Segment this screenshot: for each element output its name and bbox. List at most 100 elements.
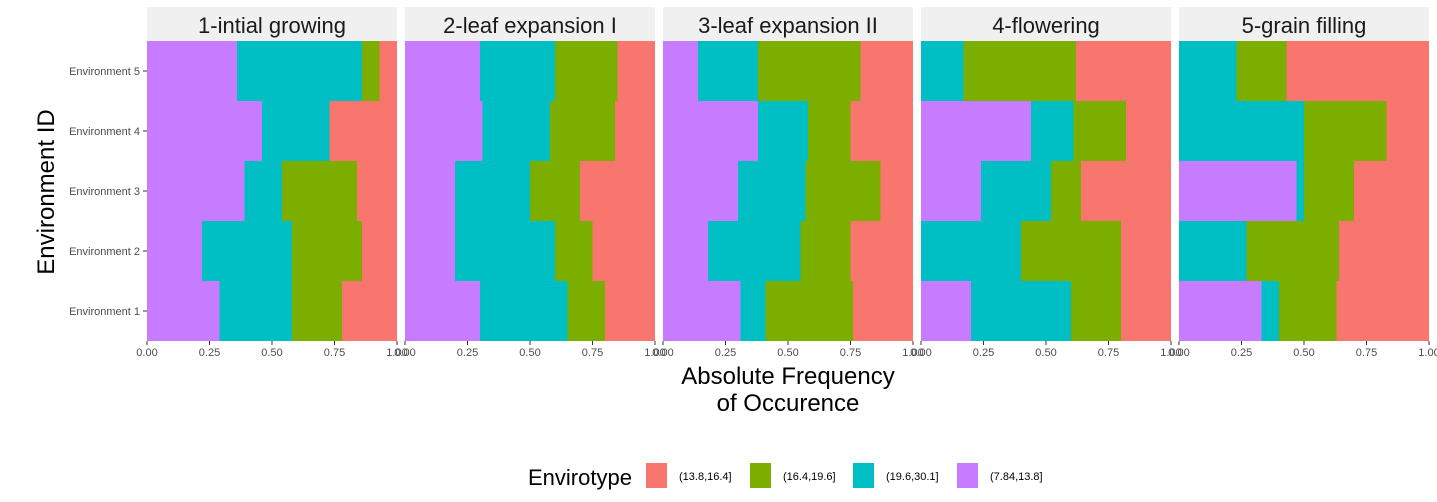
- bar-segment: [1279, 281, 1337, 341]
- bar-segment: [237, 41, 362, 101]
- x-axis-title-line2: of Occurence: [717, 390, 860, 417]
- bar-segment: [1304, 101, 1387, 161]
- bar-segment: [1031, 101, 1074, 161]
- panel-title: 3-leaf expansion II: [698, 13, 878, 38]
- bar-segment: [244, 161, 282, 221]
- panel-strip: [663, 7, 913, 41]
- legend-label: (7.84,13.8]: [990, 471, 1043, 483]
- panel-title: 1-intial growing: [198, 13, 346, 38]
- bar-segment: [1386, 101, 1429, 161]
- bar-segment: [362, 41, 380, 101]
- panel-title: 5-grain filling: [1242, 13, 1367, 38]
- x-tick-label: 0.75: [1098, 347, 1119, 359]
- bar-segment: [1179, 101, 1304, 161]
- bar-segment: [880, 161, 913, 221]
- bar-segment: [850, 101, 913, 161]
- bar-segment: [605, 281, 655, 341]
- bar-segment: [850, 221, 913, 281]
- x-tick-label: 0.50: [777, 347, 798, 359]
- bar-segment: [480, 41, 555, 101]
- bar-segment: [592, 221, 655, 281]
- panel-strip: [921, 7, 1171, 41]
- bar-segment: [663, 101, 758, 161]
- x-tick-label: 0.50: [1035, 347, 1056, 359]
- bar-segment: [1236, 41, 1287, 101]
- legend-key: [957, 463, 978, 488]
- bar-segment: [1304, 161, 1354, 221]
- y-axis: Environment 1 Environment 2 Environment 3 E…: [69, 66, 147, 318]
- bar-segment: [405, 101, 483, 161]
- bar-segment: [921, 41, 964, 101]
- bar-segment: [482, 101, 550, 161]
- x-tick-label: 0.25: [199, 347, 220, 359]
- bar-segment: [219, 281, 292, 341]
- bar-segment: [1336, 281, 1429, 341]
- panel-strip: [405, 7, 655, 41]
- bar-segment: [808, 101, 851, 161]
- x-tick-label: 0.75: [582, 347, 603, 359]
- bar-segment: [405, 41, 480, 101]
- x-tick-label: 0.50: [1293, 347, 1314, 359]
- panel-title: 4-flowering: [992, 13, 1100, 38]
- bar-segment: [357, 161, 397, 221]
- bar-segment: [262, 101, 330, 161]
- bar-segment: [615, 101, 655, 161]
- y-axis-title: Environment ID: [33, 109, 60, 274]
- bar-segment: [981, 161, 1051, 221]
- panel-strip: [1179, 7, 1429, 41]
- legend-label: (16.4,19.6]: [783, 471, 836, 483]
- x-tick-label: 0.25: [715, 347, 736, 359]
- bar-segment: [921, 101, 1031, 161]
- panel-2: 2-leaf expansion I 0.00 0.25 0.50 0.75 1.00: [394, 7, 666, 359]
- x-tick-label: 0.75: [840, 347, 861, 359]
- panel-title: 2-leaf expansion I: [443, 13, 617, 38]
- bar-segment: [617, 41, 655, 101]
- x-tick-label: 0.00: [910, 347, 931, 359]
- bar-segment: [1339, 221, 1429, 281]
- legend-item: (16.4,19.6]: [750, 463, 836, 488]
- bar-segment: [1179, 41, 1237, 101]
- legend-label: (13.8,16.4]: [679, 471, 732, 483]
- panel-5: 5-grain filling 0.00 0.25 0.50 0.75 1.00: [1168, 7, 1437, 359]
- x-tick-label: 0.25: [457, 347, 478, 359]
- bar-segment: [1051, 161, 1081, 221]
- bar-segment: [1021, 221, 1121, 281]
- bar-segment: [758, 41, 861, 101]
- legend-item: (19.6,30.1]: [853, 463, 939, 488]
- bar-segment: [800, 221, 851, 281]
- y-tick-label: Environment 1: [69, 306, 140, 318]
- bar-segment: [405, 281, 480, 341]
- bar-segment: [921, 161, 981, 221]
- x-tick-label: 1.00: [1418, 347, 1437, 359]
- legend-item: (7.84,13.8]: [957, 463, 1043, 488]
- x-tick-label: 1.00: [902, 347, 923, 359]
- x-tick-label: 0.00: [136, 347, 157, 359]
- bar-segment: [1246, 221, 1339, 281]
- bar-segment: [1126, 101, 1171, 161]
- bar-segment: [147, 41, 237, 101]
- bar-segment: [1296, 161, 1304, 221]
- bar-segment: [580, 161, 655, 221]
- x-tick-label: 1.00: [644, 347, 665, 359]
- bar-segment: [555, 221, 593, 281]
- y-tick-label: Environment 2: [69, 246, 140, 258]
- x-tick-label: 0.25: [973, 347, 994, 359]
- bar-segment: [663, 41, 698, 101]
- bar-segment: [342, 281, 397, 341]
- panel-1: 1-intial growing 0.00 0.25 0.50 0.75 1.00: [136, 7, 408, 359]
- bar-segment: [963, 41, 1076, 101]
- bar-segment: [853, 281, 913, 341]
- x-tick-label: 0.50: [519, 347, 540, 359]
- x-tick-label: 0.75: [1356, 347, 1377, 359]
- panel-3: 3-leaf expansion II 0.00 0.25 0.50 0.75 1.00: [652, 7, 924, 359]
- bar-segment: [971, 281, 1071, 341]
- bar-segment: [1076, 41, 1171, 101]
- bar-segment: [202, 221, 292, 281]
- legend: (13.8,16.4] (16.4,19.6] (19.6,30.1] (7.84,1…: [646, 463, 1043, 488]
- bar-segment: [455, 161, 530, 221]
- x-axis-title-line1: Absolute Frequency: [681, 363, 894, 390]
- bar-segment: [860, 41, 913, 101]
- panels: 1-intial growing 0.00 0.25 0.50 0.75 1.00 2-le…: [69, 7, 1437, 359]
- bar-segment: [292, 221, 362, 281]
- y-tick-label: Environment 3: [69, 186, 140, 198]
